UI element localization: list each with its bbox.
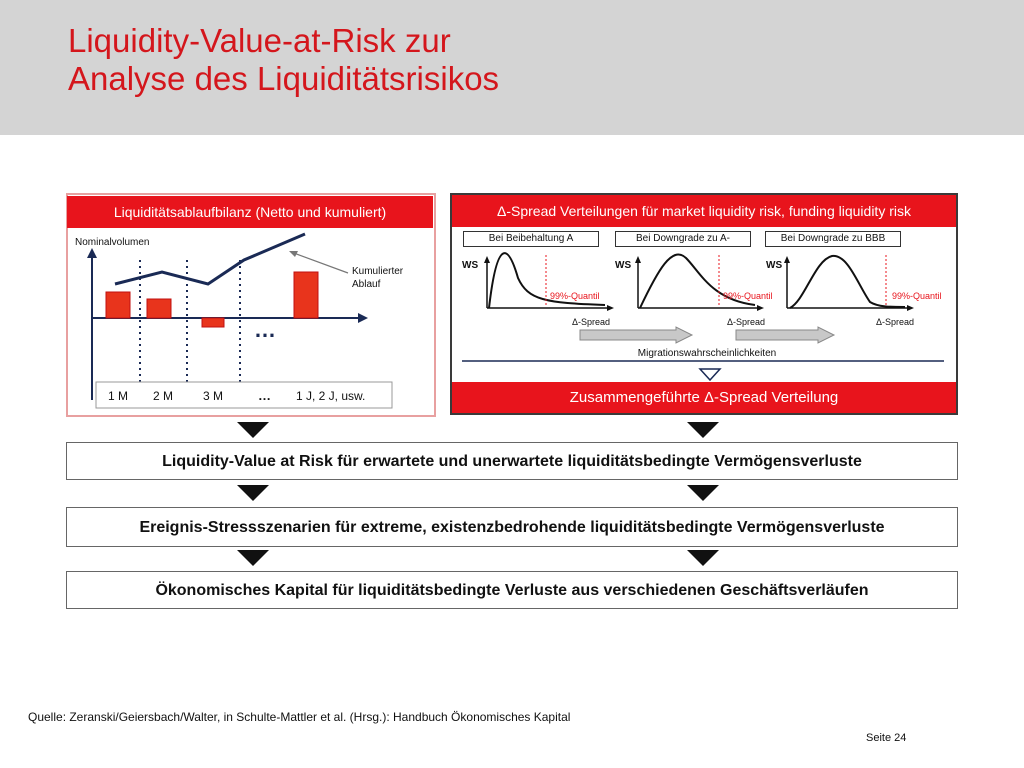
scenario-label-a-minus: Bei Downgrade zu A- <box>615 231 751 247</box>
ws-label: WS <box>766 260 782 271</box>
migration-label: Migrationswahrscheinlichkeiten <box>638 348 776 359</box>
economic-capital-box: Ökonomisches Kapital für liquiditätsbedi… <box>66 571 958 609</box>
distribution-curve <box>639 253 756 309</box>
period-label-box <box>95 381 393 409</box>
liquidity-balance-header: Liquiditätsablaufbilanz (Netto und kumul… <box>67 196 433 228</box>
spread-label: Δ-Spread <box>876 317 914 327</box>
merged-spread-distribution: Zusammengeführte Δ-Spread Verteilung <box>452 382 956 413</box>
x-axis-arrow <box>358 313 368 323</box>
chart-ellipsis: … <box>254 317 276 342</box>
title-line-2: Analyse des Liquiditätsrisikos <box>68 60 500 97</box>
annotation-pointer <box>290 251 349 274</box>
spread-label: Δ-Spread <box>727 317 765 327</box>
flow-arrow-down <box>237 485 269 501</box>
scenario-label-a: Bei Beibehaltung A <box>463 231 599 247</box>
y-axis-arrow <box>87 248 97 258</box>
migration-arrow-left <box>579 326 694 344</box>
merge-triangle <box>698 368 722 382</box>
period-label: 3 M <box>203 389 223 403</box>
period-label: … <box>258 388 271 403</box>
flow-arrow-down <box>237 550 269 566</box>
spread-label: Δ-Spread <box>572 317 610 327</box>
period-label: 2 M <box>153 389 173 403</box>
net-flow-bar-3m <box>201 317 225 328</box>
page-title: Liquidity-Value-at-Risk zur Analyse des … <box>68 22 499 98</box>
quantile-label: 99%-Quantil <box>892 291 942 301</box>
title-line-1: Liquidity-Value-at-Risk zur <box>68 22 451 59</box>
cumulative-flow-line <box>114 232 306 286</box>
distribution-chart-a-minus: WS 99%-Quantil Δ-Spread <box>615 253 773 327</box>
page-number: Seite 24 <box>866 732 907 744</box>
quantile-label: 99%-Quantil <box>723 291 773 301</box>
quantile-label: 99%-Quantil <box>550 291 600 301</box>
spread-distribution-header: Δ-Spread Verteilungen für market liquidi… <box>452 195 956 227</box>
migration-arrow-right <box>735 326 836 344</box>
annotation-line-1: Kumulierter <box>352 266 404 277</box>
scenario-label-bbb: Bei Downgrade zu BBB <box>765 231 901 247</box>
flow-arrow-down <box>237 422 269 438</box>
distribution-curve <box>789 254 906 309</box>
annotation-arrowhead <box>289 251 298 257</box>
period-label: 1 M <box>108 389 128 403</box>
net-flow-bar-2m <box>146 298 172 319</box>
ws-label: WS <box>462 260 478 271</box>
y-axis-label: Nominalvolumen <box>75 237 149 248</box>
distribution-chart-a: WS 99%-Quantil Δ-Spread <box>462 252 614 327</box>
ws-label: WS <box>615 260 631 271</box>
distribution-chart-bbb: WS 99%-Quantil Δ-Spread <box>766 254 942 327</box>
stress-scenario-box: Ereignis-Stressszenarien für extreme, ex… <box>66 507 958 547</box>
net-flow-bar-1m <box>105 291 131 319</box>
liquidity-var-box: Liquidity-Value at Risk für erwartete un… <box>66 442 958 480</box>
header-bar <box>0 0 1024 135</box>
flow-arrow-down <box>687 485 719 501</box>
distribution-curve <box>488 252 606 309</box>
net-flow-bar-1j <box>293 271 319 319</box>
flow-arrow-down <box>687 422 719 438</box>
period-label: 1 J, 2 J, usw. <box>296 389 365 403</box>
annotation-line-2: Ablauf <box>352 279 381 290</box>
source-citation: Quelle: Zeranski/Geiersbach/Walter, in S… <box>28 710 571 724</box>
flow-arrow-down <box>687 550 719 566</box>
